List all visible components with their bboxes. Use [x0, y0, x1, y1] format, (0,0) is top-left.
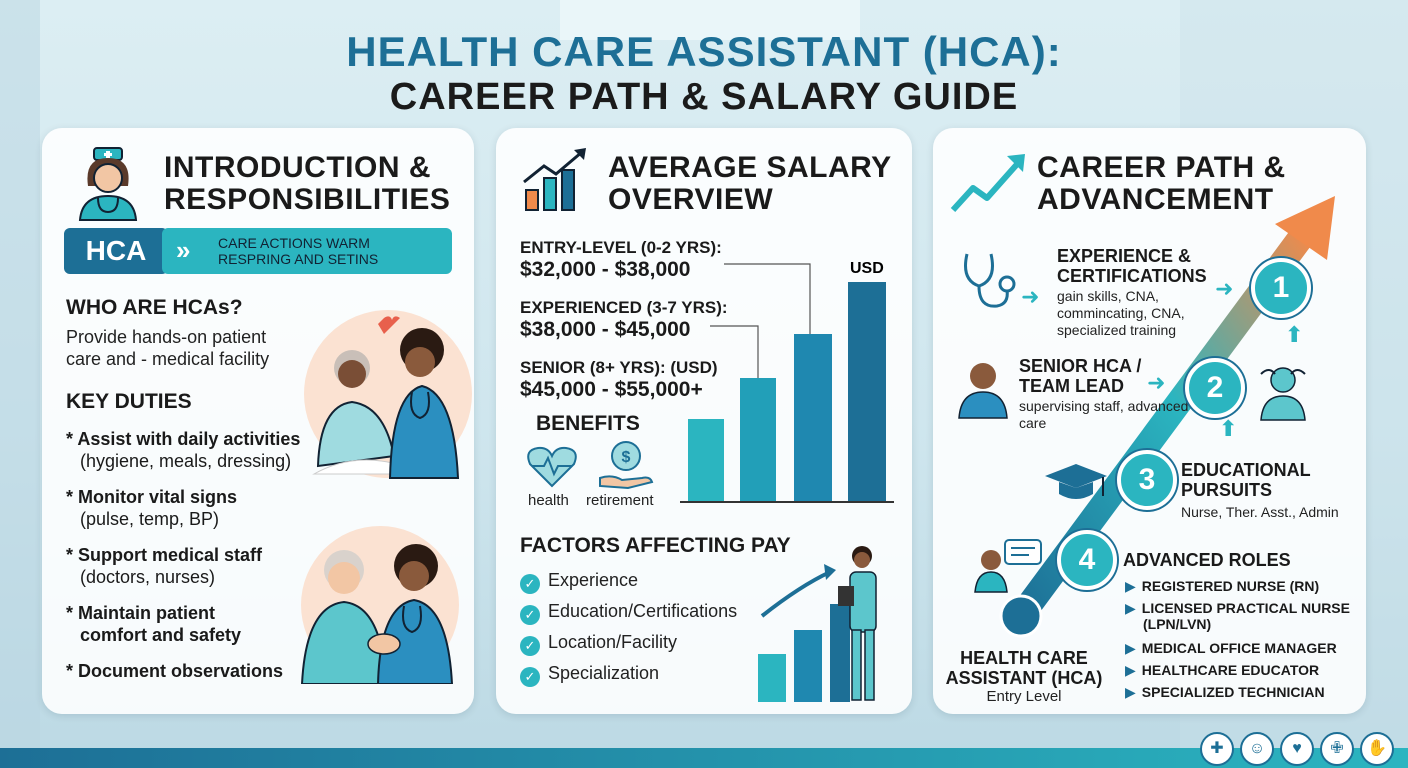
duty-item: * Monitor vital signs (pulse, temp, BP)	[66, 487, 238, 529]
step-4-title: ADVANCED ROLES	[1123, 550, 1291, 570]
advanced-role-item: ▶ LICENSED PRACTICAL NURSE (LPN/LVN)	[1125, 600, 1350, 632]
first-aid-kit-icon: ✙	[1320, 732, 1354, 766]
entry-level-range: $32,000 - $38,000	[520, 258, 691, 281]
heart-pulse-icon: ♥	[1280, 732, 1314, 766]
senior-label: SENIOR (8+ YRS): (USD)	[520, 358, 718, 377]
banner-text: CARE ACTIONS WARM RESPRING AND SETINS	[218, 235, 379, 267]
growth-nurse-illustration	[758, 546, 877, 702]
step-3-desc: Nurse, Ther. Asst., Admin	[1181, 504, 1339, 520]
step-3-marker: 3	[1117, 450, 1177, 510]
check-icon: ✓	[520, 636, 540, 656]
factors-heading: FACTORS AFFECTING PAY	[520, 534, 791, 557]
duty-item: * Maintain patient comfort and safety	[66, 603, 242, 645]
factor-item: ✓ Education/Certifications	[520, 601, 737, 625]
advanced-role-item: ▶ HEALTHCARE EDUCATOR	[1125, 662, 1320, 678]
duty-item: * Assist with daily activities (hygiene,…	[66, 429, 301, 471]
chevron-right-icon: ▶	[1125, 578, 1136, 594]
step-1-desc: gain skills, CNA, commincating, CNA, spe…	[1057, 288, 1185, 338]
chevron-right-icon: ▶	[1125, 640, 1136, 656]
who-text: Provide hands-on patient care and - medi…	[66, 327, 270, 369]
nurse-avatar-icon	[78, 147, 138, 221]
benefit-retirement-label: retirement	[586, 492, 654, 509]
duties-heading: KEY DUTIES	[66, 390, 192, 413]
step-3-title: EDUCATIONAL PURSUITS	[1181, 460, 1311, 500]
duty-item: * Document observations	[66, 661, 284, 681]
chat-person-icon	[974, 539, 1042, 593]
chevron-right-icon: ▶	[1125, 662, 1136, 678]
trend-arrow-icon	[950, 154, 1025, 213]
intro-panel: INTRODUCTION & RESPONSIBILITIES HCA » CA…	[42, 128, 474, 714]
step-2-desc: supervising staff, advanced care	[1019, 398, 1189, 431]
start-role-sub: Entry Level	[986, 688, 1062, 705]
career-panel: CAREER PATH & ADVANCEMENT ➜ EXPERIENCE &…	[933, 128, 1366, 714]
caring-hand-icon: ✋	[1360, 732, 1394, 766]
graduation-cap-icon	[1045, 464, 1107, 499]
dollar-hand-icon: $	[599, 441, 654, 490]
chevron-right-icon: ▶	[1125, 600, 1136, 616]
experienced-range: $38,000 - $45,000	[520, 318, 691, 341]
heart-pulse-icon	[527, 446, 577, 488]
main-subtitle: CAREER PATH & SALARY GUIDE	[389, 76, 1019, 118]
career-heading: CAREER PATH & ADVANCEMENT	[1037, 151, 1286, 216]
team-lead-icon	[1260, 367, 1306, 421]
hca-badge: HCA	[64, 228, 168, 274]
care-banner: » CARE ACTIONS WARM RESPRING AND SETINS	[162, 228, 452, 274]
arrow-right-icon: ➜	[1215, 276, 1234, 301]
check-icon: ✓	[520, 574, 540, 594]
bar-growth-icon	[523, 148, 586, 211]
svg-text:$: $	[622, 449, 631, 466]
salary-bar	[740, 378, 776, 501]
caregiver-elder-illustration	[300, 526, 459, 684]
arrow-right-icon: ➜	[1147, 370, 1166, 395]
footer-bar	[0, 748, 1408, 768]
care-hands-icon: ☺	[1240, 732, 1274, 766]
salary-bar	[688, 419, 724, 501]
arrow-right-icon: ➜	[1021, 284, 1040, 309]
factor-item: ✓ Location/Facility	[520, 632, 677, 656]
stethoscope-icon	[964, 253, 1016, 308]
benefit-health-label: health	[528, 492, 569, 509]
step-2-marker: 2	[1185, 358, 1245, 418]
arrow-up-icon: ⬆	[1285, 322, 1304, 347]
experienced-label: EXPERIENCED (3-7 YRS):	[520, 298, 728, 317]
factor-item: ✓ Specialization	[520, 663, 659, 687]
step-4-marker: 4	[1057, 530, 1117, 590]
step-1-marker: 1	[1251, 258, 1311, 318]
medical-cross-icon: ✚	[1200, 732, 1234, 766]
advanced-role-item: ▶ SPECIALIZED TECHNICIAN	[1125, 684, 1325, 700]
team-lead-icon	[958, 363, 1008, 419]
step-2-title: SENIOR HCA / TEAM LEAD	[1019, 356, 1142, 396]
salary-bar	[794, 334, 832, 501]
main-title: HEALTH CARE ASSISTANT (HCA):	[346, 28, 1062, 75]
benefits-heading: BENEFITS	[536, 412, 640, 435]
currency-label: USD	[850, 260, 884, 277]
double-chevron-icon: »	[176, 235, 191, 265]
senior-range: $45,000 - $55,000+	[520, 378, 703, 401]
caregiver-patient-illustration	[304, 310, 472, 479]
check-icon: ✓	[520, 667, 540, 687]
advanced-role-item: ▶ REGISTERED NURSE (RN)	[1125, 578, 1320, 594]
chevron-right-icon: ▶	[1125, 684, 1136, 700]
salary-panel: AVERAGE SALARY OVERVIEW USD ENTRY-LEVEL …	[496, 128, 912, 714]
who-heading: WHO ARE HCAs?	[66, 296, 243, 319]
step-1-title: EXPERIENCE & CERTIFICATIONS	[1057, 246, 1207, 286]
advanced-role-item: ▶ MEDICAL OFFICE MANAGER	[1125, 640, 1337, 656]
check-icon: ✓	[520, 605, 540, 625]
intro-heading: INTRODUCTION & RESPONSIBILITIES	[164, 151, 451, 216]
entry-level-label: ENTRY-LEVEL (0-2 YRS):	[520, 238, 722, 257]
factor-item: ✓ Experience	[520, 570, 638, 594]
salary-bar-chart	[680, 263, 894, 503]
salary-heading: AVERAGE SALARY OVERVIEW	[608, 151, 892, 216]
start-role-title: HEALTH CARE ASSISTANT (HCA)	[945, 648, 1103, 688]
salary-bar	[848, 282, 886, 501]
arrow-up-icon: ⬆	[1219, 416, 1238, 441]
duty-item: * Support medical staff (doctors, nurses…	[66, 545, 263, 587]
